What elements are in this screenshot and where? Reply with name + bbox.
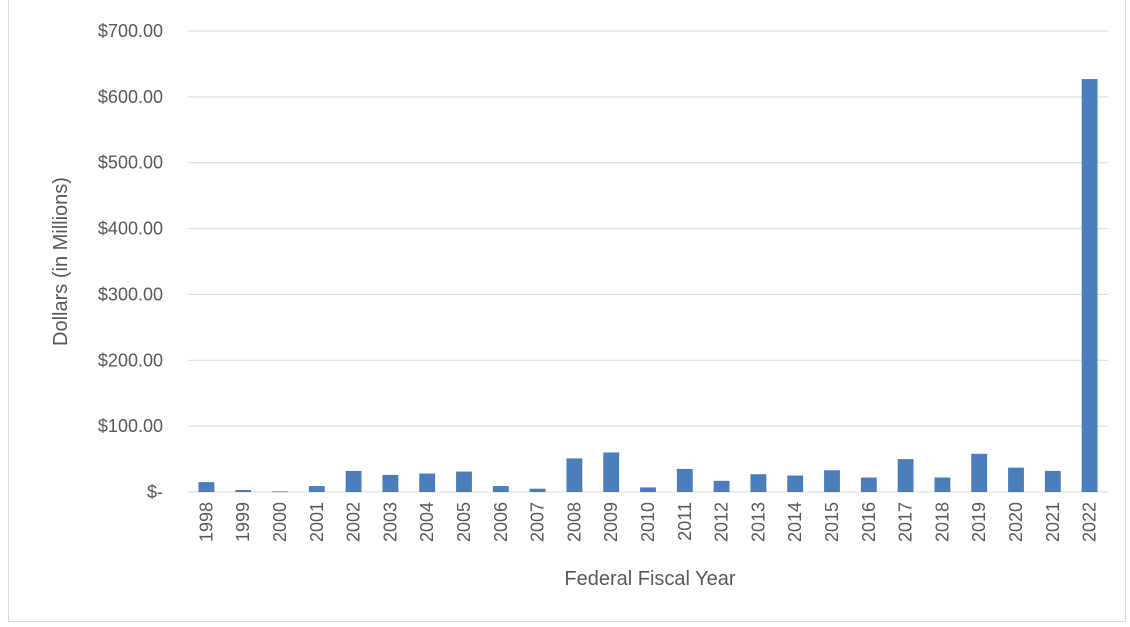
x-tick-label: 2014 bbox=[785, 502, 805, 542]
bar-2021 bbox=[1044, 470, 1061, 492]
bar-2019 bbox=[971, 453, 988, 492]
bar-2020 bbox=[1008, 467, 1024, 492]
y-tick-label: $600.00 bbox=[98, 87, 163, 107]
x-tick-label: 2002 bbox=[344, 502, 364, 542]
x-tick-label: 2008 bbox=[564, 502, 584, 542]
y-tick-label: $- bbox=[147, 482, 163, 502]
x-tick-label: 2015 bbox=[822, 502, 842, 542]
bar-2015 bbox=[824, 470, 840, 492]
bar-2004 bbox=[419, 473, 436, 492]
bar-2000 bbox=[272, 491, 288, 493]
y-tick-label: $400.00 bbox=[98, 219, 163, 239]
x-axis-title: Federal Fiscal Year bbox=[564, 568, 736, 590]
x-tick-label: 2007 bbox=[528, 502, 548, 542]
x-tick-label: 2004 bbox=[417, 502, 437, 542]
x-tick-label: 2010 bbox=[638, 502, 658, 542]
bar-2008 bbox=[566, 458, 583, 492]
x-tick-label: 2011 bbox=[675, 502, 695, 541]
bar-1999 bbox=[235, 490, 252, 492]
x-tick-label: 2017 bbox=[896, 502, 916, 542]
bar-2003 bbox=[382, 474, 399, 492]
bar-1998 bbox=[198, 482, 215, 492]
x-tick-label: 2018 bbox=[932, 502, 952, 542]
y-tick-label: $700.00 bbox=[98, 21, 163, 41]
bar-2013 bbox=[750, 474, 767, 492]
x-tick-label: 2003 bbox=[380, 502, 400, 542]
bar-2010 bbox=[640, 487, 656, 492]
bar-2017 bbox=[897, 459, 914, 492]
x-tick-label: 2020 bbox=[1006, 502, 1026, 542]
bar-2006 bbox=[492, 486, 509, 492]
x-tick-label: 2006 bbox=[491, 502, 511, 542]
x-tick-label: 2000 bbox=[270, 502, 290, 542]
bar-2016 bbox=[860, 477, 877, 492]
bar-2009 bbox=[603, 452, 620, 492]
y-tick-label: $500.00 bbox=[98, 153, 163, 173]
bar-2014 bbox=[787, 475, 804, 492]
x-tick-label: 2005 bbox=[454, 502, 474, 542]
x-tick-label: 2001 bbox=[307, 502, 327, 542]
x-tick-label: 2021 bbox=[1043, 502, 1063, 542]
bar-2012 bbox=[713, 480, 730, 492]
x-tick-label: 2019 bbox=[969, 502, 989, 542]
x-tick-label: 2013 bbox=[748, 502, 768, 542]
bar-2001 bbox=[308, 486, 325, 492]
bar-2005 bbox=[456, 471, 472, 492]
y-tick-label: $300.00 bbox=[98, 284, 163, 304]
y-axis-title: Dollars (in Millions) bbox=[50, 177, 72, 346]
x-axis-ticks: 1998 1999 2000 2001 2002 2003 2004 2005 2006 2007… bbox=[196, 502, 1099, 542]
bar-2022 bbox=[1081, 79, 1098, 492]
x-tick-label: 2009 bbox=[601, 502, 621, 542]
gridlines bbox=[188, 30, 1108, 493]
x-tick-label: 2016 bbox=[859, 502, 879, 542]
x-tick-label: 2012 bbox=[712, 502, 732, 542]
bar-2002 bbox=[345, 470, 362, 492]
x-tick-label: 2022 bbox=[1080, 502, 1100, 542]
bars bbox=[198, 79, 1098, 493]
y-tick-label: $100.00 bbox=[98, 416, 163, 436]
bar-2018 bbox=[934, 477, 951, 492]
x-tick-label: 1998 bbox=[196, 502, 216, 542]
y-tick-label: $200.00 bbox=[98, 350, 163, 370]
x-tick-label: 1999 bbox=[233, 502, 253, 542]
bar-2011 bbox=[676, 468, 693, 492]
chart-frame bbox=[8, 0, 1126, 622]
bar-2007 bbox=[529, 488, 546, 492]
y-axis-ticks: $- $100.00 $200.00 $300.00 $400.00 $500.00 $60… bbox=[98, 21, 163, 502]
